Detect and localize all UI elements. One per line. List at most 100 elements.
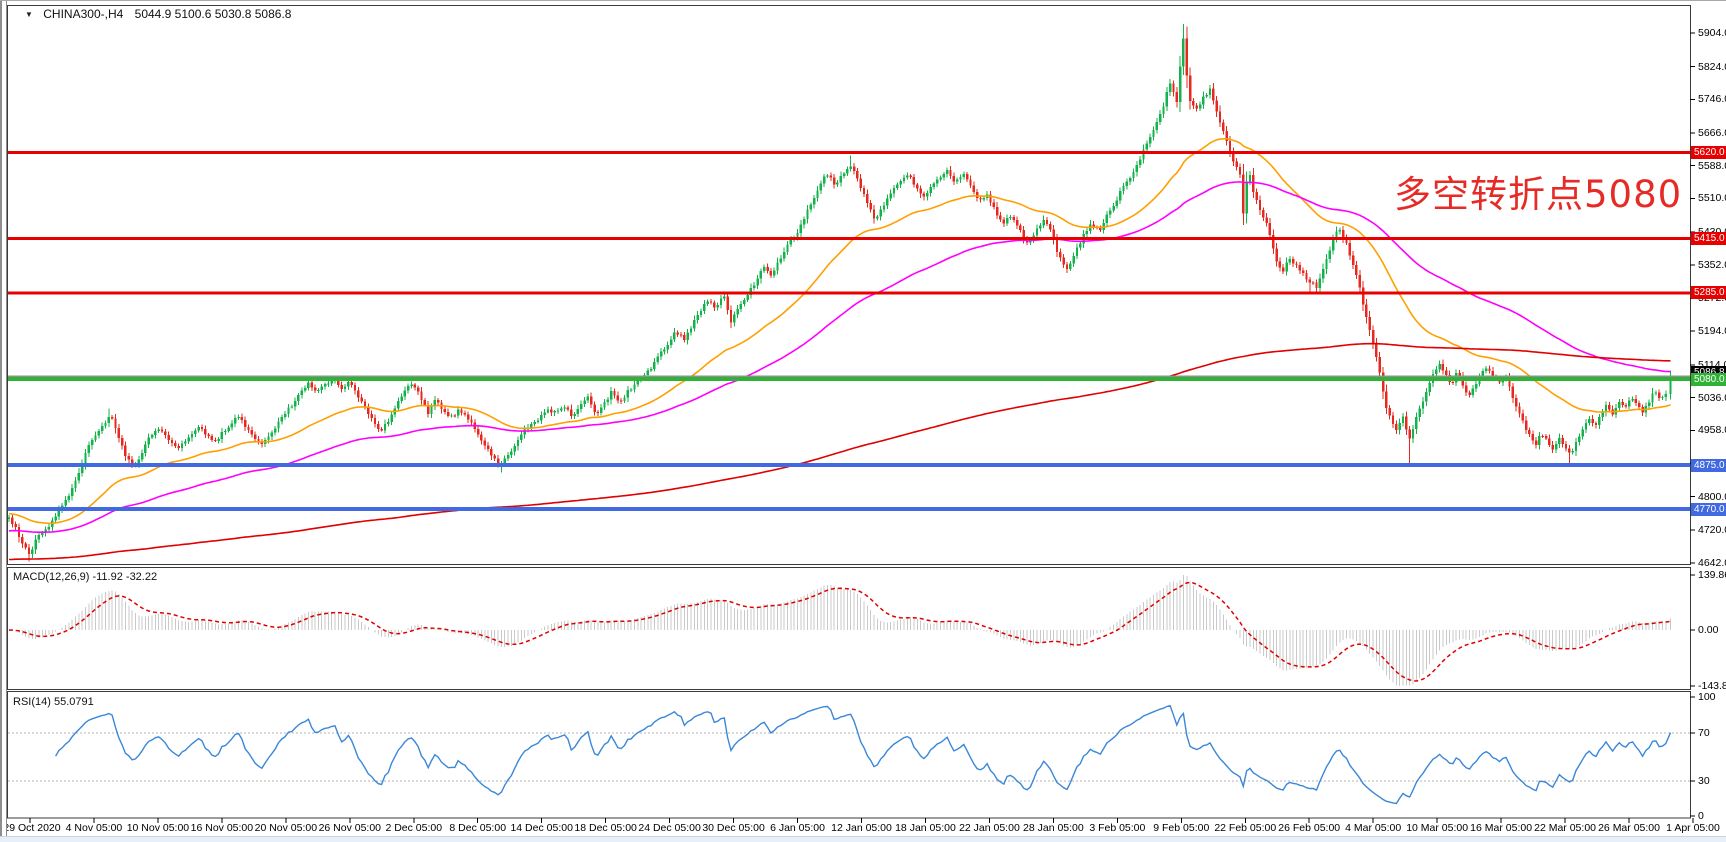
date-tick-label: 18 Dec 05:00 <box>574 822 637 834</box>
candle-body <box>1358 274 1361 288</box>
candle-body <box>1165 92 1168 107</box>
candle-body <box>320 386 323 391</box>
price-tick-label: 5666.0 <box>1698 126 1726 139</box>
price-tick-label: 5824.0 <box>1698 60 1726 73</box>
candle-body <box>400 396 403 402</box>
candle-body <box>872 209 876 219</box>
candle-body <box>932 183 936 187</box>
candle-body <box>1192 101 1195 106</box>
candle-body <box>1657 392 1661 398</box>
candle-body <box>736 308 739 315</box>
candle-body <box>1598 417 1601 426</box>
candle-body <box>120 437 124 446</box>
candle-body <box>916 184 919 189</box>
candle-body <box>1398 422 1401 431</box>
candle-body <box>1654 392 1658 394</box>
rsi-indicator-label: RSI(14) 55.0791 <box>13 696 94 708</box>
candle-body <box>729 309 733 323</box>
chart-title: ▼ CHINA300-,H4 5044.9 5100.6 5030.8 5086… <box>25 7 291 21</box>
candle-body <box>886 198 889 206</box>
date-tick-label: 2 Dec 05:00 <box>385 822 443 834</box>
candle-body <box>563 407 566 409</box>
candle-body <box>1302 270 1305 274</box>
window-left-edge <box>0 0 7 842</box>
candle-body <box>80 464 84 473</box>
candle-body <box>380 429 383 431</box>
candle-body <box>37 535 41 540</box>
candle-body <box>1578 436 1581 443</box>
candle-body <box>363 401 367 408</box>
candle-body <box>230 423 234 428</box>
date-tick-label: 1 Apr 05:00 <box>1666 822 1720 834</box>
candle-body <box>1405 416 1408 430</box>
candle-body <box>852 166 856 171</box>
date-tick-label: 28 Jan 05:00 <box>1023 822 1084 834</box>
candle-body <box>876 216 879 219</box>
candle-body <box>593 404 596 412</box>
candle-body <box>1235 161 1238 168</box>
chart-annotation-text[interactable]: 多空转折点5080 <box>1394 173 1683 216</box>
date-tick-label: 8 Dec 05:00 <box>449 822 507 834</box>
candle-body <box>54 516 57 521</box>
candle-body <box>1514 398 1518 407</box>
candle-body <box>154 430 157 436</box>
candle-body <box>130 459 134 466</box>
candle-body <box>1571 451 1574 453</box>
candle-body <box>906 175 909 178</box>
candle-body <box>659 351 663 357</box>
candle-body <box>44 529 47 533</box>
candle-body <box>1534 440 1538 445</box>
date-tick-label: 9 Feb 05:00 <box>1153 822 1210 834</box>
candle-body <box>377 424 380 430</box>
candle-body <box>1385 391 1388 409</box>
symbol-timeframe-label: CHINA300-,H4 <box>43 7 124 21</box>
candle-body <box>696 314 699 320</box>
candle-body <box>832 177 836 185</box>
candle-body <box>1435 369 1438 374</box>
candle-body <box>200 427 204 429</box>
candle-body <box>1109 210 1112 215</box>
candle-body <box>1325 258 1328 270</box>
candle-body <box>1315 282 1318 289</box>
candle-body <box>1218 111 1222 123</box>
candle-body <box>1531 433 1534 441</box>
candle-body <box>1265 217 1268 224</box>
candle-body <box>1055 239 1059 253</box>
macd-signal-line <box>8 581 1671 682</box>
candle-body <box>822 176 826 184</box>
candle-body <box>1195 105 1198 109</box>
candle-body <box>463 412 466 415</box>
candle-body <box>244 420 247 427</box>
candle-body <box>1295 263 1298 265</box>
candle-body <box>110 417 114 419</box>
candle-body <box>779 258 783 263</box>
rsi-tick-label: 30 <box>1698 775 1710 787</box>
candle-body <box>1075 247 1079 256</box>
candle-body <box>1215 100 1218 112</box>
candle-body <box>759 271 763 279</box>
candle-body <box>11 517 14 524</box>
candle-body <box>1584 422 1588 430</box>
candle-body <box>84 453 87 465</box>
candle-body <box>756 278 759 286</box>
window-bottom-strip <box>0 836 1726 842</box>
candle-body <box>1228 140 1232 152</box>
candle-body <box>1002 219 1005 224</box>
price-axis[interactable]: 5904.05824.05746.05666.05588.05510.05430… <box>1691 0 1726 842</box>
candle-body <box>483 440 486 446</box>
candle-body <box>234 418 237 424</box>
candle-body <box>144 444 147 454</box>
candle-body <box>859 178 862 188</box>
candle-body <box>290 406 293 408</box>
price-tick-label: 4800.0 <box>1698 490 1726 503</box>
candle-body <box>1275 248 1278 262</box>
candle-body <box>160 429 164 432</box>
candle-body <box>480 434 483 441</box>
macd-tick-label: 0.00 <box>1698 624 1719 636</box>
candle-body <box>1232 151 1235 162</box>
chevron-down-icon[interactable]: ▼ <box>25 10 33 19</box>
candle-body <box>879 209 882 217</box>
date-axis[interactable]: 29 Oct 2020 4 Nov 05:00 10 Nov 05:00 16 Nov… <box>0 818 1726 836</box>
